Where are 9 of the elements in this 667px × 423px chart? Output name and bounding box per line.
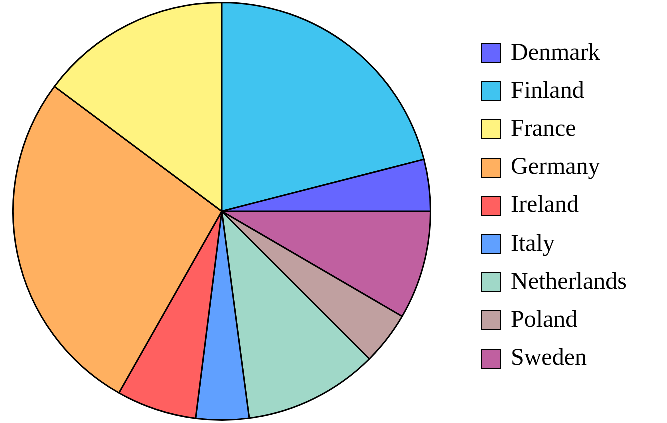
legend-label: France [511, 116, 576, 143]
legend-label: Denmark [511, 40, 600, 67]
legend-label: Netherlands [511, 268, 627, 296]
legend-label: Germany [511, 154, 600, 182]
legend-label: Italy [511, 230, 555, 258]
legend-label: Poland [511, 306, 578, 334]
legend-label: Ireland [511, 192, 579, 220]
legend-label: Sweden [511, 345, 587, 372]
legend-label: Finland [511, 78, 584, 105]
